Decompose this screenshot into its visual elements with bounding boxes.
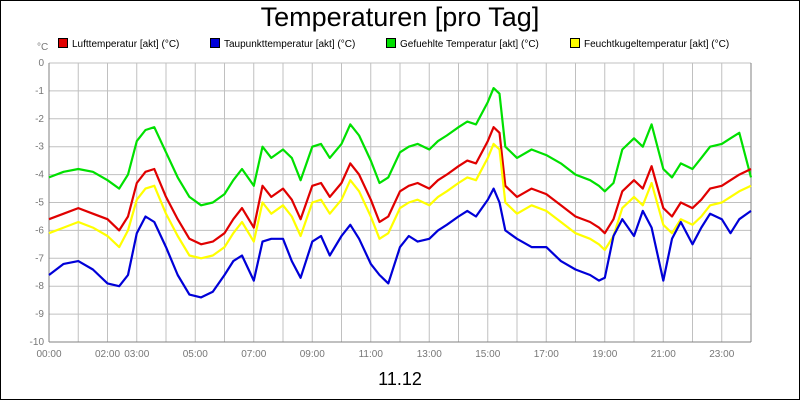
date-label: 11.12 xyxy=(378,369,422,389)
legend-swatch-feuchtkugeltemperatur xyxy=(570,38,580,48)
x-tick-label: 11:00 xyxy=(359,349,384,360)
x-tick-label: 15:00 xyxy=(475,349,500,360)
x-tick-label: 05:00 xyxy=(183,349,208,360)
legend-label-taupunkttemperatur: Taupunkttemperatur [akt] (°C) xyxy=(224,39,356,50)
series-lines xyxy=(48,86,753,299)
y-tick-label: -2 xyxy=(35,114,44,125)
legend-item-taupunkttemperatur: Taupunkttemperatur [akt] (°C) xyxy=(210,38,355,50)
y-tick-label: -3 xyxy=(35,142,44,153)
y-tick-label: 0 xyxy=(38,58,44,69)
y-tick-label: -4 xyxy=(35,170,44,181)
legend-swatch-gefuehlte-temperatur xyxy=(386,38,396,48)
legend-swatch-taupunkttemperatur xyxy=(210,38,220,48)
x-tick-label: 23:00 xyxy=(709,349,734,360)
x-tick-label: 02:00 xyxy=(95,349,120,360)
x-tick-label: 17:00 xyxy=(534,349,559,360)
chart-title: Temperaturen [pro Tag] xyxy=(260,2,540,32)
y-tick-label: -6 xyxy=(35,225,44,236)
legend-swatch-lufttemperatur xyxy=(58,38,68,48)
legend-item-gefuehlte-temperatur: Gefuehlte Temperatur [akt] (°C) xyxy=(386,38,539,50)
y-tick-label: -5 xyxy=(35,198,44,209)
series-line-lufttemperatur xyxy=(48,126,752,246)
x-tick-label: 21:00 xyxy=(651,349,676,360)
x-tick-label: 03:00 xyxy=(124,349,149,360)
series-line-feuchtkugeltemperatur xyxy=(48,142,752,260)
x-tick-label: 13:00 xyxy=(417,349,442,360)
legend-label-lufttemperatur: Lufttemperatur [akt] (°C) xyxy=(72,39,180,50)
legend-label-feuchtkugeltemperatur: Feuchtkugeltemperatur [akt] (°C) xyxy=(584,39,730,50)
legend-label-gefuehlte-temperatur: Gefuehlte Temperatur [akt] (°C) xyxy=(400,39,539,50)
legend-item-lufttemperatur: Lufttemperatur [akt] (°C) xyxy=(58,38,179,50)
grid-lines xyxy=(48,62,752,343)
y-tick-label: -9 xyxy=(35,309,44,320)
series-line-taupunkttemperatur xyxy=(48,187,752,299)
series-line-gefuehlte xyxy=(48,86,753,207)
legend-item-feuchtkugeltemperatur: Feuchtkugeltemperatur [akt] (°C) xyxy=(570,38,729,50)
y-tick-label: -8 xyxy=(35,281,44,292)
axes xyxy=(48,63,752,343)
y-axis-unit-label: °C xyxy=(37,42,49,53)
y-tick-label: -1 xyxy=(35,86,44,97)
y-tick-label: -10 xyxy=(30,337,45,348)
x-tick-label: 19:00 xyxy=(592,349,617,360)
x-tick-label: 00:00 xyxy=(36,349,61,360)
x-tick-label: 09:00 xyxy=(300,349,325,360)
y-tick-label: -7 xyxy=(35,253,44,264)
x-tick-label: 07:00 xyxy=(241,349,266,360)
